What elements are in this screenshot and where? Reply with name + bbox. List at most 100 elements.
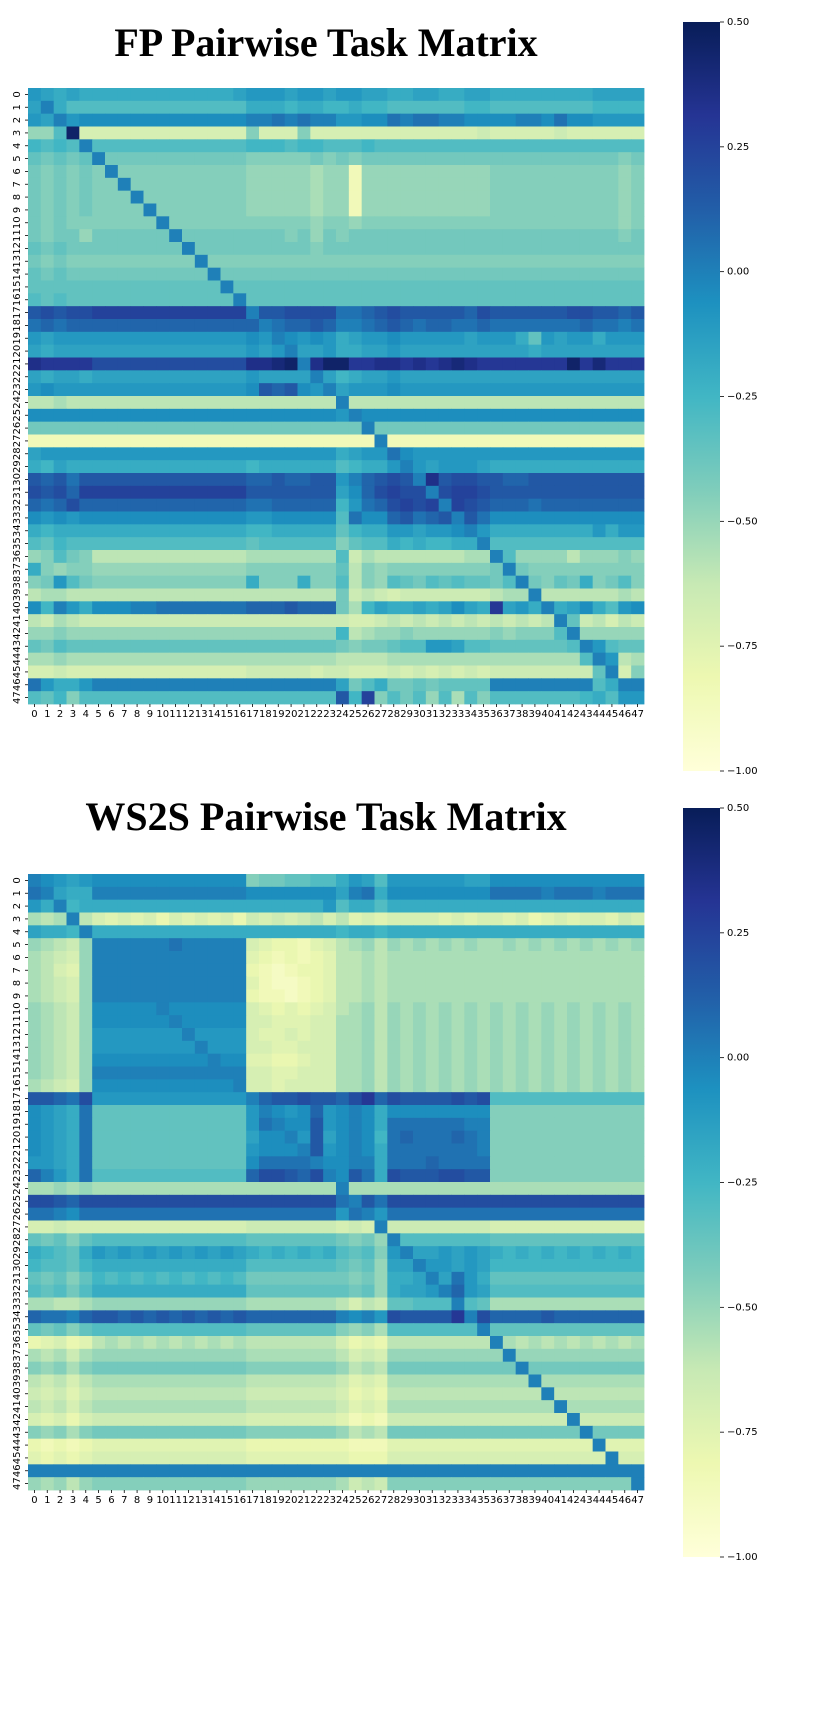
heatmap-cell	[618, 203, 632, 217]
heatmap-cell	[502, 242, 517, 256]
heatmap-cell	[554, 976, 568, 990]
heatmap-cell	[130, 396, 144, 410]
heatmap-cell	[143, 1207, 157, 1221]
heatmap-cell	[618, 473, 632, 487]
heatmap-cell	[438, 652, 452, 666]
heatmap-cell	[490, 1464, 504, 1478]
heatmap-cell	[413, 1451, 427, 1465]
heatmap-cell	[451, 1336, 465, 1350]
heatmap-cell	[567, 691, 581, 705]
heatmap-cell	[605, 383, 619, 397]
heatmap-cell	[464, 691, 478, 705]
heatmap-cell	[400, 588, 414, 602]
heatmap-cell	[130, 1387, 144, 1401]
heatmap-cell	[66, 1425, 80, 1440]
heatmap-cell	[348, 203, 363, 217]
heatmap-cell	[605, 1194, 619, 1209]
heatmap-cell	[130, 665, 144, 679]
heatmap-cell	[631, 1400, 645, 1414]
heatmap-cell	[143, 113, 157, 127]
heatmap-cell	[220, 113, 234, 127]
heatmap-cell	[40, 1194, 55, 1209]
heatmap-cell	[53, 951, 67, 965]
heatmap-cell	[477, 1092, 491, 1106]
heatmap-cell	[220, 331, 234, 346]
heatmap-cell	[477, 229, 491, 243]
heatmap-cell	[490, 1220, 504, 1234]
heatmap-cell	[143, 408, 157, 423]
heatmap-cell	[246, 951, 260, 965]
heatmap-cell	[66, 254, 80, 269]
heatmap-cell	[310, 1361, 324, 1375]
heatmap-cell	[631, 1079, 645, 1093]
heatmap-cell	[284, 1361, 298, 1375]
heatmap-cell	[259, 550, 273, 564]
heatmap-cell	[220, 152, 234, 166]
x-tick-label: 46	[618, 709, 631, 720]
heatmap-cell	[541, 331, 555, 346]
heatmap-cell	[105, 1169, 119, 1183]
heatmap-cell	[117, 938, 132, 952]
heatmap-cell	[271, 976, 286, 990]
heatmap-cell	[618, 126, 632, 140]
heatmap-cell	[631, 1117, 645, 1132]
heatmap-cell	[490, 1028, 504, 1042]
heatmap-cell	[438, 691, 452, 705]
heatmap-cell	[361, 357, 375, 371]
heatmap-cell	[28, 627, 42, 641]
heatmap-cell	[130, 1297, 144, 1311]
heatmap-cell	[156, 190, 170, 204]
heatmap-cell	[541, 1413, 555, 1427]
heatmap-cell	[28, 976, 42, 990]
heatmap-cell	[233, 229, 247, 243]
heatmap-cell	[592, 1207, 606, 1221]
heatmap-cell	[40, 627, 55, 641]
heatmap-cell	[130, 319, 144, 333]
heatmap-cell	[618, 1130, 632, 1144]
heatmap-cell	[66, 652, 80, 666]
heatmap-cell	[400, 229, 414, 243]
heatmap-cell	[438, 1220, 452, 1234]
heatmap-cell	[336, 1246, 350, 1260]
heatmap-cell	[438, 1092, 452, 1106]
heatmap-cell	[310, 319, 324, 333]
heatmap-cell	[92, 1374, 106, 1388]
heatmap-cell	[310, 1040, 324, 1055]
heatmap-cell	[310, 1438, 324, 1452]
heatmap-cell	[605, 216, 619, 230]
heatmap-cell	[361, 678, 375, 692]
heatmap-cell	[618, 1194, 632, 1209]
heatmap-cell	[361, 203, 375, 217]
heatmap-cell	[169, 976, 183, 990]
heatmap-cell	[425, 498, 440, 512]
heatmap-cell	[618, 1092, 632, 1106]
heatmap-cell	[451, 408, 465, 423]
heatmap-cell	[515, 370, 529, 384]
heatmap-cell	[220, 963, 234, 978]
heatmap-cell	[579, 614, 594, 628]
heatmap-cell	[413, 550, 427, 564]
heatmap-cell	[233, 126, 247, 140]
heatmap-cell	[28, 113, 42, 127]
heatmap-cell	[528, 319, 542, 333]
heatmap-cell	[387, 639, 401, 654]
heatmap-cell	[207, 1117, 221, 1132]
heatmap-cell	[374, 678, 388, 692]
heatmap-cell	[400, 1387, 414, 1401]
heatmap-cell	[297, 1233, 311, 1247]
heatmap-cell	[361, 1092, 375, 1106]
heatmap-cell	[28, 1425, 42, 1440]
heatmap-cell	[425, 575, 440, 589]
heatmap-cell	[490, 357, 504, 371]
heatmap-cell	[130, 1002, 144, 1016]
heatmap-cell	[400, 652, 414, 666]
heatmap-cell	[438, 1246, 452, 1260]
heatmap-cell	[528, 899, 542, 913]
heatmap-cell	[259, 177, 273, 192]
heatmap-cell	[40, 1374, 55, 1388]
x-tick-label: 16	[233, 709, 246, 720]
heatmap-cell	[592, 1194, 606, 1209]
heatmap-cell	[592, 1117, 606, 1132]
heatmap-cell	[605, 1079, 619, 1093]
heatmap-cell	[259, 912, 273, 926]
